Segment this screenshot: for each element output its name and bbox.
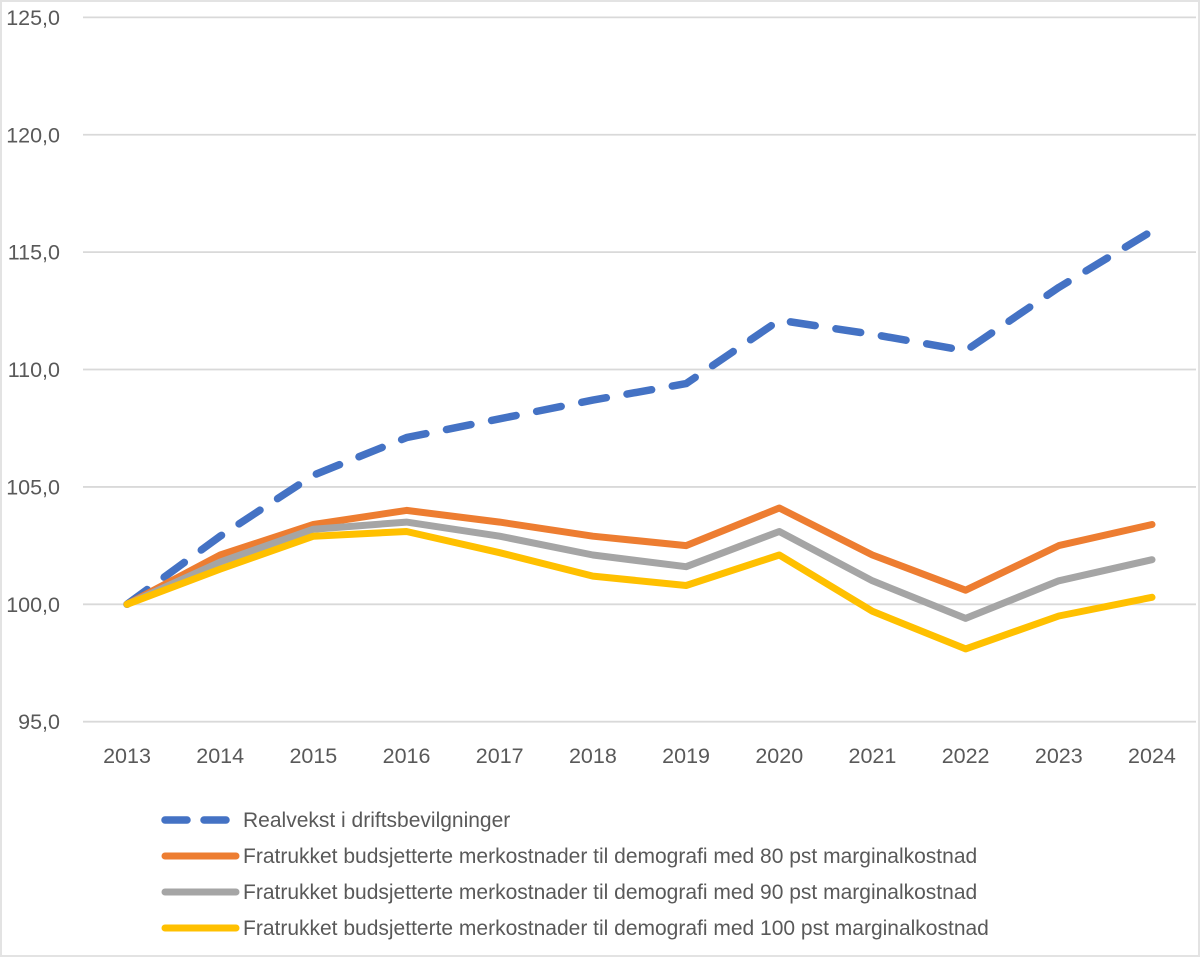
x-axis-label: 2020 xyxy=(755,744,803,768)
y-axis: 125,0 120,0 115,0 110,0 105,0 100,0 95,0 xyxy=(6,6,60,734)
x-axis-label: 2013 xyxy=(103,744,151,768)
y-axis-label: 100,0 xyxy=(6,593,60,617)
legend-label: Realvekst i driftsbevilgninger xyxy=(243,809,510,832)
legend-item-realvekst: Realvekst i driftsbevilgninger xyxy=(161,809,510,832)
y-axis-label: 120,0 xyxy=(6,123,60,147)
x-axis-label: 2023 xyxy=(1035,744,1083,768)
x-axis-label: 2016 xyxy=(383,744,431,768)
y-axis-label: 115,0 xyxy=(8,241,60,265)
x-axis-label: 2015 xyxy=(289,744,337,768)
y-axis-label: 110,0 xyxy=(8,358,60,382)
y-axis-label: 125,0 xyxy=(6,6,60,30)
x-axis-label: 2014 xyxy=(196,744,244,768)
x-axis-label: 2024 xyxy=(1128,744,1176,768)
legend-item-100-pst: Fratrukket budsjetterte merkostnader til… xyxy=(161,917,989,940)
x-axis-label: 2019 xyxy=(662,744,710,768)
series-line-100-pst xyxy=(123,528,1156,653)
series-line-80-pst xyxy=(123,504,1156,608)
legend-label: Fratrukket budsjetterte merkostnader til… xyxy=(243,881,977,904)
x-axis-label: 2022 xyxy=(942,744,990,768)
x-axis: 2013 2014 2015 2016 2017 2018 2019 2020 2021 2022… xyxy=(103,744,1176,768)
x-axis-label: 2021 xyxy=(849,744,897,768)
x-axis-label: 2017 xyxy=(476,744,524,768)
legend-item-80-pst: Fratrukket budsjetterte merkostnader til… xyxy=(161,845,977,868)
x-axis-label: 2018 xyxy=(569,744,617,768)
y-axis-label: 105,0 xyxy=(6,475,60,499)
legend-item-90-pst: Fratrukket budsjetterte merkostnader til… xyxy=(161,881,977,904)
legend-label: Fratrukket budsjetterte merkostnader til… xyxy=(243,845,977,868)
legend: Realvekst i driftsbevilgninger Fratrukket… xyxy=(161,809,989,940)
y-axis-label: 95,0 xyxy=(18,710,60,734)
series-line-realvekst xyxy=(123,227,1156,609)
series-line-90-pst xyxy=(123,518,1156,622)
plot-area xyxy=(123,227,1156,653)
legend-label: Fratrukket budsjetterte merkostnader til… xyxy=(243,917,989,940)
gridlines xyxy=(83,16,1196,723)
